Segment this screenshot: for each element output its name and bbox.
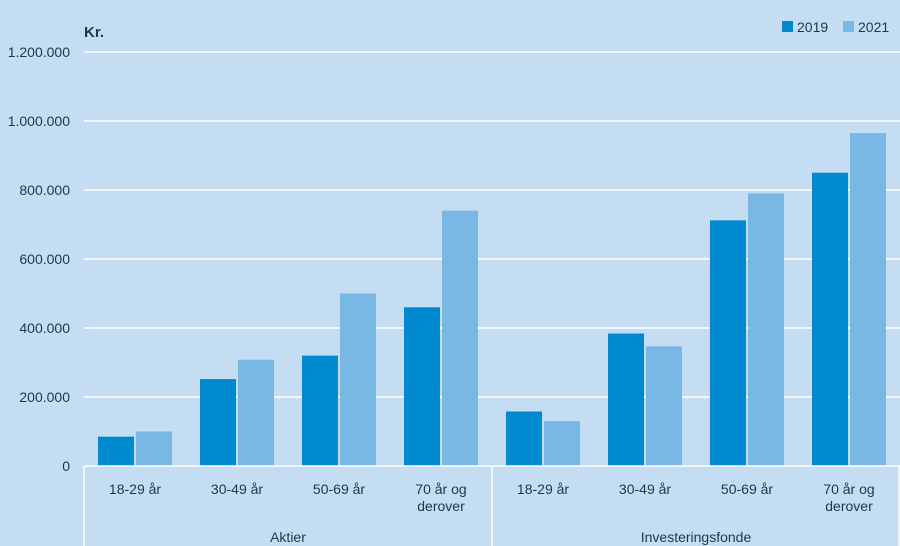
bars (98, 133, 886, 466)
bar-2019 (812, 172, 848, 466)
legend-swatch (843, 21, 854, 32)
y-tick-label: 400.000 (19, 320, 70, 336)
y-tick-label: 1.000.000 (8, 113, 70, 129)
bar-2021 (544, 421, 580, 466)
x-tick-label: derover (825, 498, 873, 514)
y-tick-label: 800.000 (19, 182, 70, 198)
bar-2019 (608, 333, 644, 466)
y-axis-label: Kr. (84, 24, 104, 41)
bar-2019 (200, 379, 236, 466)
bar-2019 (302, 355, 338, 466)
x-tick-label: 70 år og (415, 481, 466, 497)
x-axis: 18-29 år 30-49 år 50-69 år 70 år ogderoverA… (83, 465, 900, 546)
legend-label: 2019 (797, 19, 828, 35)
y-tick-label: 1.200.000 (8, 44, 70, 60)
legend-label: 2021 (858, 19, 889, 35)
bar-2021 (340, 293, 376, 466)
x-tick-label: 18-29 år (517, 481, 569, 497)
bar-2021 (238, 359, 274, 466)
x-tick-label: 30-49 år (211, 481, 263, 497)
y-tick-label: 600.000 (19, 251, 70, 267)
legend: 2019 2021 (782, 19, 889, 35)
x-tick-label: 70 år og (823, 481, 874, 497)
bar-2019 (404, 307, 440, 466)
y-axis-tick-labels: 0 200.000 400.000 600.000 800.000 1.000.000 1.… (8, 44, 71, 474)
x-tick-label: 30-49 år (619, 481, 671, 497)
bar-2019 (506, 411, 542, 466)
bar-2019 (710, 220, 746, 466)
bar-2021 (136, 431, 172, 466)
x-tick-label: derover (417, 498, 465, 514)
bar-2021 (748, 193, 784, 466)
y-tick-label: 0 (62, 458, 70, 474)
group-label: Aktier (270, 529, 306, 545)
bar-2021 (850, 133, 886, 466)
legend-swatch (782, 21, 793, 32)
group-label: Investeringsfonde (641, 529, 752, 545)
bar-2021 (442, 210, 478, 466)
x-tick-label: 50-69 år (721, 481, 773, 497)
bar-2019 (98, 436, 134, 466)
x-tick-label: 50-69 år (313, 481, 365, 497)
bar-2021 (646, 346, 682, 466)
y-tick-label: 200.000 (19, 389, 70, 405)
x-tick-label: 18-29 år (109, 481, 161, 497)
